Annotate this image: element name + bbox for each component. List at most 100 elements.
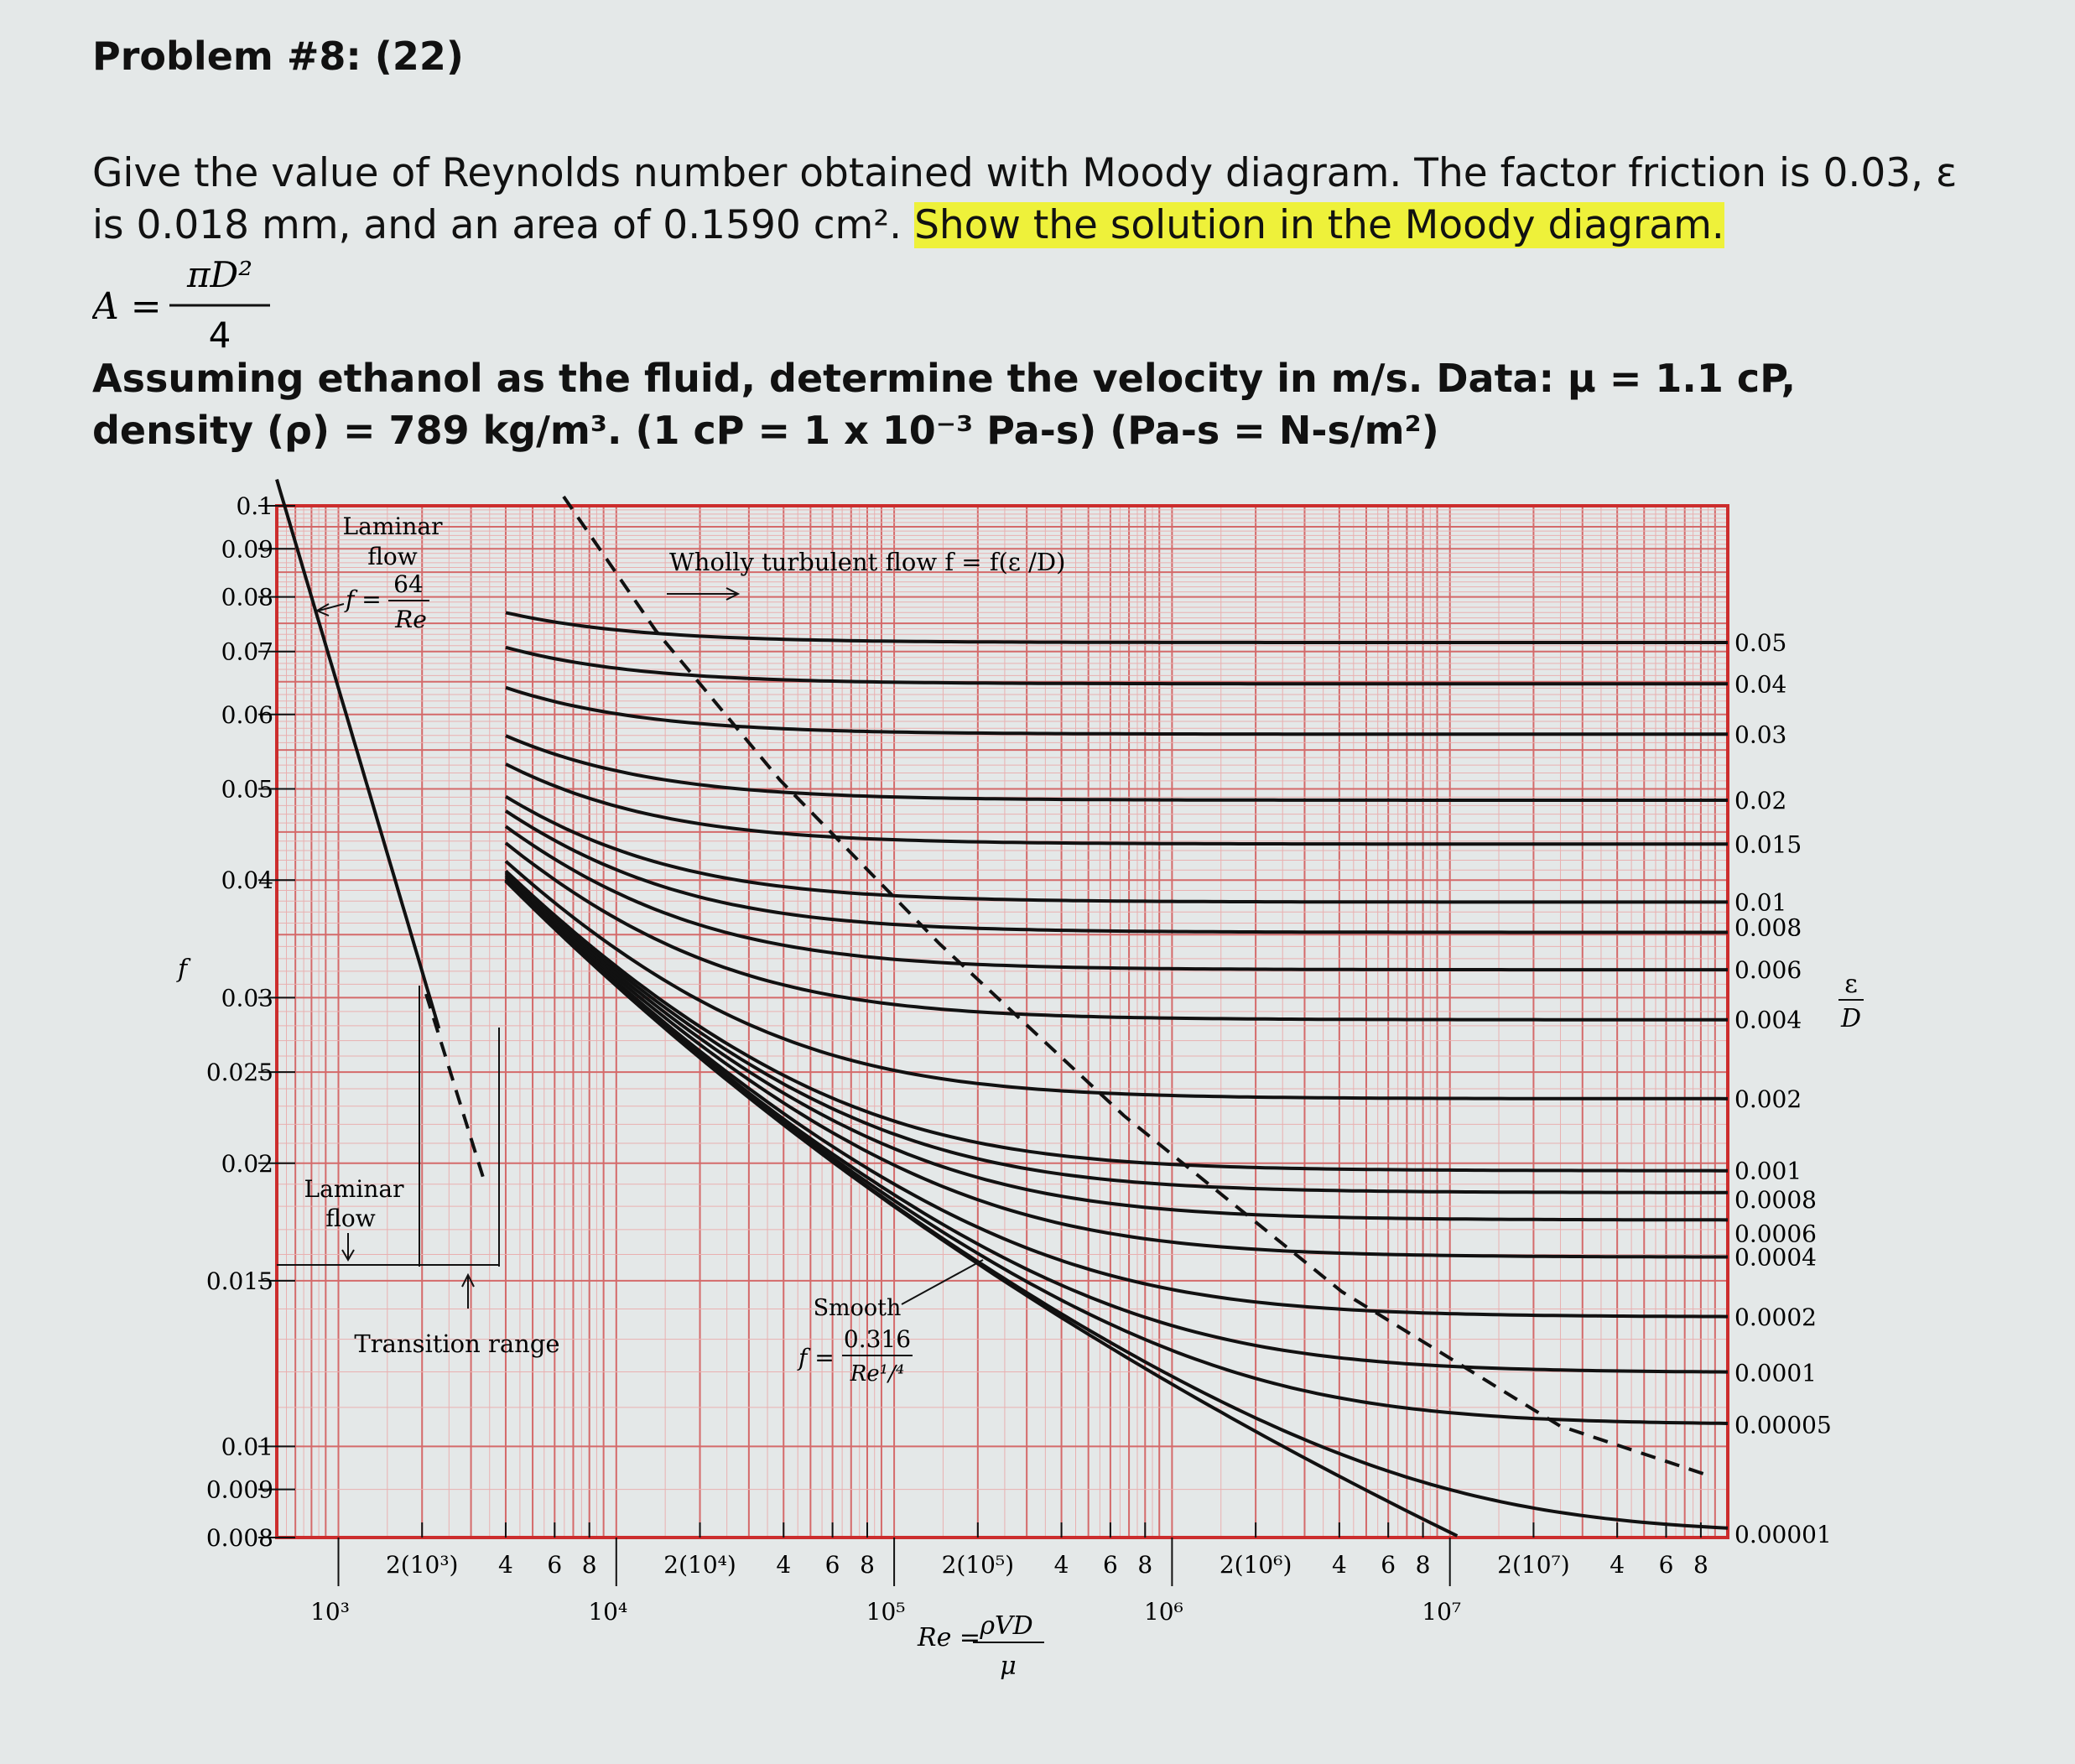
- laminar-down-arrow: [341, 1233, 355, 1262]
- roughness-curve: [504, 809, 1728, 934]
- formula-lhs: A =: [92, 285, 162, 328]
- smooth-pipe-curve: [504, 879, 1459, 1538]
- x-axis-label-lhs: Re =: [917, 1623, 980, 1652]
- roughness-label: 0.004: [1734, 1007, 1802, 1034]
- y-tick-label: 0.009: [206, 1476, 273, 1504]
- y-tick-labels: 0.1 0.09 0.08 0.07 0.06 0.05 0.04 0.03 0.025 0.02…: [206, 492, 273, 1552]
- grid-lines: [276, 505, 1729, 1538]
- laminar-eq-den: Re: [394, 606, 427, 633]
- roughness-label: 0.00005: [1734, 1412, 1832, 1439]
- y-tick-label: 0.04: [221, 866, 273, 894]
- roughness-label: 0.0006: [1734, 1220, 1817, 1247]
- x-minor-label: 2(10⁴): [663, 1551, 736, 1579]
- roughness-curve: [504, 825, 1728, 972]
- smooth-eq-num: 0.316: [844, 1325, 911, 1353]
- transition-range-label: Transition range: [354, 1330, 559, 1358]
- y-tick-label: 0.1: [236, 492, 273, 520]
- formula-denominator: 4: [209, 315, 231, 356]
- roughness-curve: [504, 875, 1728, 1259]
- smooth-leader-line: [901, 1259, 984, 1305]
- y-tick-label: 0.09: [221, 535, 273, 563]
- x-minor-label: 8: [1416, 1551, 1431, 1579]
- area-formula: A = πD² 4: [92, 254, 270, 356]
- x-minor-label: 6: [1659, 1551, 1674, 1579]
- x-minor-label: 8: [860, 1551, 875, 1579]
- roughness-curve: [504, 879, 1729, 1425]
- transition-up-arrow: [461, 1272, 475, 1309]
- laminar-eq-arrow: [315, 603, 345, 617]
- laminar-top-sub: flow: [367, 543, 418, 570]
- roughness-labels: 0.05 0.04 0.03 0.02 0.015 0.010.008 0.006 0.004…: [1734, 629, 1832, 1548]
- laminar-bottom-sub: flow: [325, 1205, 376, 1232]
- y-tick-label: 0.01: [221, 1433, 273, 1460]
- laminar-bottom-title: Laminar: [304, 1175, 405, 1203]
- x-minor-label: 6: [825, 1551, 840, 1579]
- roughness-curve: [505, 611, 1728, 644]
- x-minor-label: 6: [1103, 1551, 1118, 1579]
- y-axis-label: f: [176, 955, 191, 984]
- roughness-label: 0.001: [1734, 1158, 1802, 1185]
- roughness-label: 0.002: [1734, 1085, 1802, 1113]
- x-minor-label: 8: [1693, 1551, 1708, 1579]
- roughness-label: 0.008: [1734, 914, 1802, 942]
- roughness-label: 0.02: [1734, 787, 1786, 814]
- x-minor-label: 4: [1610, 1551, 1625, 1579]
- roughness-curve: [504, 869, 1728, 1173]
- roughness-curve: [505, 685, 1728, 736]
- smooth-eq-den: Re¹/⁴: [850, 1361, 905, 1387]
- x-minor-label: 8: [582, 1551, 597, 1579]
- y-tick-label: 0.08: [221, 584, 273, 611]
- x-decade-label: 10⁶: [1144, 1598, 1183, 1626]
- y-tick-label: 0.07: [221, 638, 273, 666]
- axis-ticks: [258, 505, 1702, 1586]
- y-tick-label: 0.025: [206, 1059, 273, 1086]
- x-axis-label-num: ρVD: [979, 1611, 1032, 1641]
- roughness-curve: [504, 794, 1728, 904]
- x-axis-label-den: μ: [1000, 1652, 1017, 1681]
- laminar-top-title: Laminar: [343, 513, 444, 540]
- y-tick-label: 0.06: [221, 701, 273, 729]
- laminar-eq-lhs: f =: [344, 585, 382, 613]
- chart-annotations: Laminar flow f = 64 Re Wholly turbulent …: [176, 513, 1864, 1681]
- highlighted-instruction: Show the solution in the Moody diagram.: [914, 202, 1724, 248]
- x-minor-label: 4: [498, 1551, 513, 1579]
- y-tick-label: 0.015: [206, 1267, 273, 1295]
- critical-zone-dashed-line: [424, 993, 486, 1184]
- x-minor-label: 4: [1332, 1551, 1347, 1579]
- roughness-curve: [504, 873, 1729, 1222]
- roughness-label: 0.015: [1734, 830, 1802, 858]
- laminar-line: [275, 479, 441, 1029]
- x-decade-label: 10⁷: [1422, 1598, 1461, 1626]
- roughness-label: 0.03: [1734, 721, 1786, 748]
- roughness-curve: [504, 860, 1729, 1101]
- formula-numerator: πD²: [186, 254, 252, 295]
- roughness-curve: [504, 872, 1728, 1194]
- roughness-curve: [505, 762, 1728, 846]
- roughness-label: 0.05: [1734, 629, 1786, 657]
- x-minor-label: 2(10⁷): [1497, 1551, 1570, 1579]
- x-minor-label: 8: [1137, 1551, 1152, 1579]
- roughness-curve: [504, 841, 1728, 1022]
- x-decade-label: 10³: [310, 1598, 350, 1626]
- x-minor-label: 2(10⁶): [1220, 1551, 1292, 1579]
- roughness-curve: [505, 734, 1728, 802]
- x-minor-label: 4: [1054, 1551, 1069, 1579]
- question-a-body: Give the value of Reynolds number obtain…: [92, 150, 1958, 248]
- x-minor-label: 2(10³): [386, 1551, 459, 1579]
- x-decade-label: 10⁴: [588, 1598, 627, 1626]
- roughness-label: 0.006: [1734, 956, 1802, 984]
- complete-turbulence-boundary: [562, 495, 1712, 1478]
- x-minor-label: 4: [776, 1551, 791, 1579]
- roughness-label: 0.0004: [1734, 1244, 1817, 1272]
- y-tick-label: 0.05: [221, 776, 273, 804]
- chart-frame: [275, 504, 1729, 1539]
- x-minor-label: 6: [547, 1551, 562, 1579]
- roughness-label: 0.0008: [1734, 1186, 1817, 1214]
- problem-title: Problem #8: (22): [92, 34, 464, 79]
- right-axis-label-num: ε: [1844, 970, 1858, 999]
- right-axis-label-den: D: [1840, 1004, 1861, 1033]
- y-tick-label: 0.02: [221, 1150, 273, 1178]
- roughness-label: 0.00001: [1734, 1521, 1832, 1548]
